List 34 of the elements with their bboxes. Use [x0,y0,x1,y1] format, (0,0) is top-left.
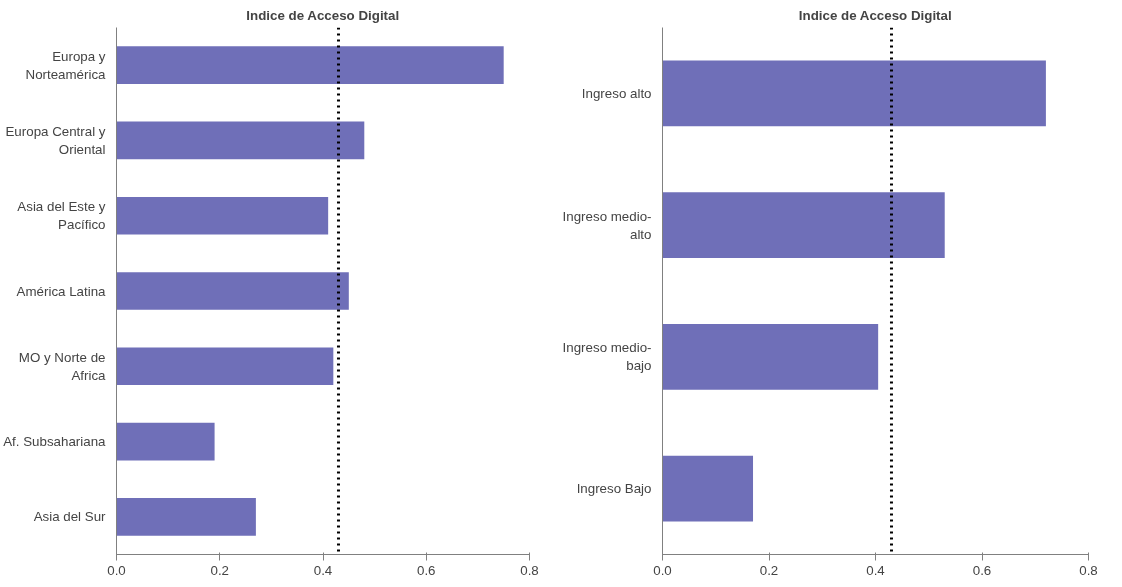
x-tick-label: 0.4 [866,562,886,578]
y-tick-label: Europa Central y Oriental [5,123,106,157]
y-tick-label: Asia del Sur [33,509,107,525]
y-tick-label: Europa y Norteamérica [25,48,107,82]
x-tick-label: 0.6 [416,562,436,578]
bar [116,121,365,160]
bar [662,323,879,390]
x-tick-label: 0.8 [1079,562,1098,578]
y-tick-label: Ingreso alto [581,85,652,101]
bar [116,196,329,235]
x-tick-label: 0.6 [972,562,992,578]
chart-title: Indice de Acceso Digital [246,7,400,23]
y-tick-label: Ingreso Bajo [576,481,652,497]
bar [116,46,504,84]
x-tick-label: 0.2 [759,562,779,578]
x-tick-label: 0.2 [210,562,230,578]
bar [116,347,334,386]
bar [116,272,349,310]
y-tick-label: Af. Subsahariana [3,434,107,450]
y-tick-label: América Latina [16,283,107,299]
bar [662,455,754,522]
y-tick-label: Asia del Este y Pacífico [17,199,106,233]
y-tick-label: Ingreso medio-bajo [562,340,652,374]
bar [116,498,256,536]
chart-title: Indice de Acceso Digital [798,7,952,23]
y-tick-label: MO y Norte de Africa [18,349,107,383]
x-tick-label: 0.0 [653,562,672,578]
x-tick-label: 0.0 [107,562,126,578]
x-tick-label: 0.8 [520,562,539,578]
bar [662,60,1046,127]
y-tick-label: Ingreso medio-alto [562,208,652,242]
bar [662,192,945,259]
bar [116,422,215,461]
x-tick-label: 0.4 [313,562,333,578]
